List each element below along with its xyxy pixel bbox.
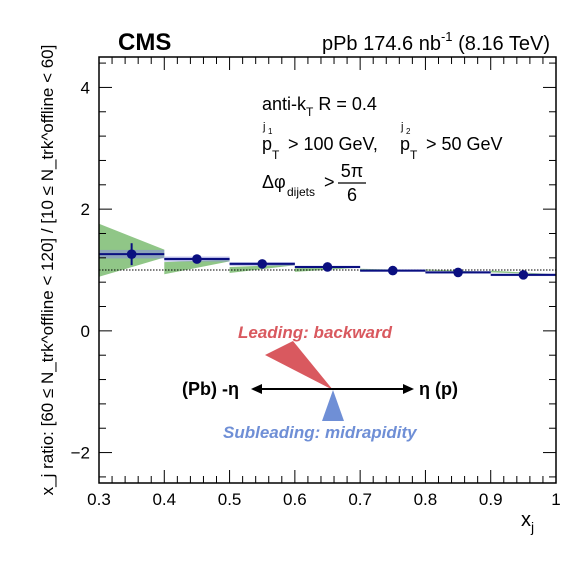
y-tick-label: 2	[81, 200, 90, 219]
axis-ticks: 0.3 0.4 0.5 0.6 0.7 0.8 0.9 1 −2 0 2 4	[71, 57, 561, 509]
subleading-label: Subleading: midrapidity	[223, 423, 418, 442]
dphi-label: Δφ dijets > 5π 6	[262, 161, 366, 205]
experiment-label: CMS	[118, 29, 171, 56]
y-tick-label: 4	[81, 78, 90, 97]
x-tick-label: 0.7	[348, 490, 372, 509]
leading-label: Leading: backward	[238, 323, 393, 342]
svg-text:> 100 GeV,: > 100 GeV,	[288, 134, 378, 154]
svg-text:5π: 5π	[341, 161, 363, 181]
systematic-band-bin	[164, 259, 230, 275]
x-tick-label: 0.5	[218, 490, 242, 509]
svg-text:T: T	[410, 148, 418, 162]
y-tick-label: −2	[71, 444, 90, 463]
svg-text:2: 2	[406, 127, 411, 136]
svg-text:p: p	[400, 134, 410, 154]
svg-text:6: 6	[347, 185, 357, 205]
y-axis-title: x_j ratio: [60 ≤ N_trk^offline < 120] / …	[38, 45, 57, 496]
pb-direction-label: (Pb) -η	[182, 379, 239, 399]
svg-text:>: >	[324, 172, 335, 192]
data-point	[453, 267, 463, 278]
leading-jet-cone	[265, 341, 333, 390]
x-tick-label: 1	[551, 490, 560, 509]
data-point	[126, 249, 137, 259]
svg-text:p: p	[262, 134, 272, 154]
x-tick-label: 0.6	[283, 490, 307, 509]
data-point	[257, 259, 268, 269]
svg-text:j: j	[262, 121, 265, 133]
svg-text:Δφ: Δφ	[262, 172, 286, 192]
y-tick-label: 0	[81, 322, 90, 341]
x-tick-label: 0.4	[152, 490, 176, 509]
svg-text:1: 1	[268, 127, 273, 136]
subleading-jet-cone	[322, 390, 344, 421]
data-series-group	[99, 243, 556, 280]
data-point	[387, 265, 398, 276]
x-axis-title: xj	[521, 509, 534, 535]
data-point	[518, 270, 529, 280]
svg-text:dijets: dijets	[287, 185, 315, 199]
svg-text:j: j	[400, 121, 403, 133]
rapidity-axis-arrow	[251, 384, 414, 394]
x-tick-label: 0.8	[414, 490, 438, 509]
algorithm-label: anti-kT R = 0.4	[262, 94, 377, 119]
dataset-label: pPb 174.6 nb-1 (8.16 TeV)	[322, 29, 550, 55]
pt-cut-label: p j 1 T > 100 GeV, p j 2 T > 50 GeV	[262, 121, 503, 162]
svg-text:> 50 GeV: > 50 GeV	[426, 134, 503, 154]
x-tick-label: 0.9	[479, 490, 503, 509]
data-point	[192, 254, 202, 264]
data-point	[322, 262, 333, 272]
p-direction-label: η (p)	[419, 379, 458, 399]
svg-text:T: T	[272, 148, 280, 162]
x-tick-label: 0.3	[87, 490, 111, 509]
plot-frame	[98, 56, 557, 484]
